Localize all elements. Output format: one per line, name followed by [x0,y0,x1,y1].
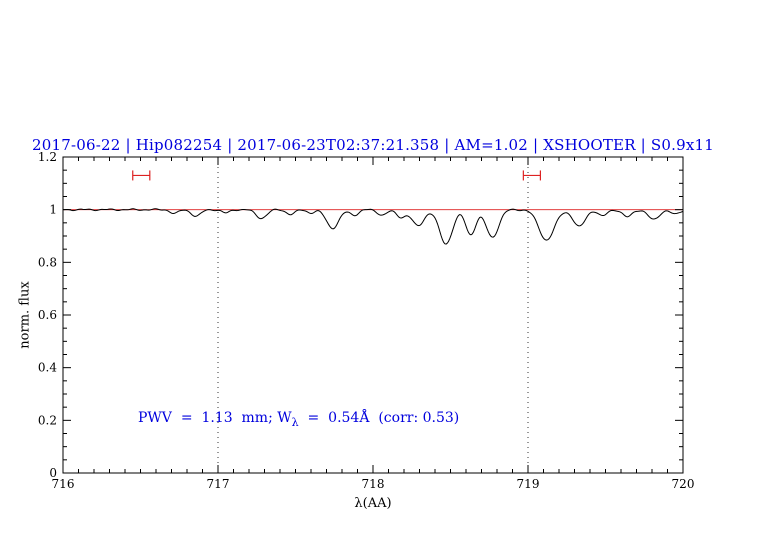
tick-label: 719 [517,477,540,491]
annotation-lambda-sub: λ [291,415,299,429]
tick-label: 720 [672,477,695,491]
tick-label: 0.8 [38,255,57,269]
plot-title: 2017-06-22 | Hip082254 | 2017-06-23T02:3… [32,136,714,154]
spectrum-path [62,208,684,245]
tick-label: 1.2 [38,150,57,164]
tick-label: 0.4 [38,361,57,375]
tick-label: 716 [52,477,75,491]
tick-label: 1 [49,203,57,217]
annotation-suffix: = 0.54Å (corr: 0.53) [298,410,460,426]
tick-label: 718 [362,477,385,491]
x-axis-label: λ(AA) [354,496,392,511]
pwv-annotation: PWV = 1.13 mm; Wλ = 0.54Å (corr: 0.53) [138,410,459,429]
tick-label: 0.6 [38,308,57,322]
annotation-prefix: PWV = 1.13 mm; W [138,410,292,426]
tick-label: 0 [49,466,57,480]
tick-label: 717 [207,477,230,491]
y-axis-label: norm. flux [17,281,33,349]
tick-label: 0.2 [38,413,57,427]
